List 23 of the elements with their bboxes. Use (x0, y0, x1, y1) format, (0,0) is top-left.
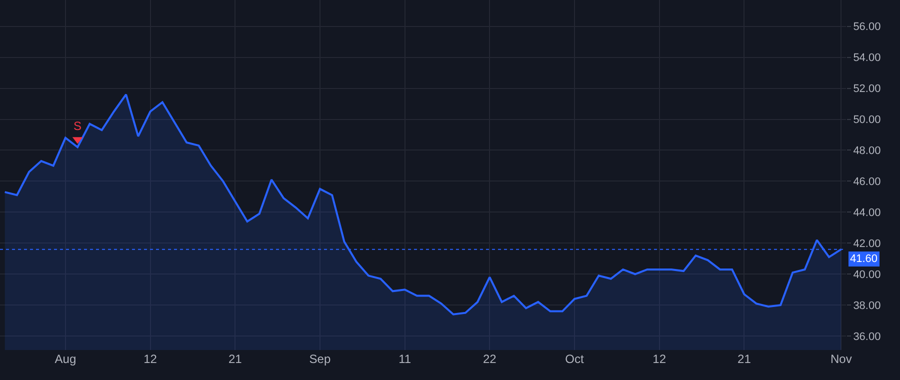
x-tick-label: 21 (228, 352, 242, 366)
x-tick-label: Aug (54, 352, 76, 366)
data-label: S (74, 118, 82, 133)
x-tick-label: 21 (738, 352, 752, 366)
x-tick-label: 12 (144, 352, 158, 366)
x-tick-label: Nov (830, 352, 852, 366)
x-tick-label: Sep (309, 352, 331, 366)
x-tick-label: Oct (565, 352, 584, 366)
y-tick-label: 50.00 (853, 114, 881, 126)
x-tick-label: 22 (482, 352, 497, 366)
x-tick-label: 11 (398, 352, 412, 366)
ref-line-label: 41.60 (850, 253, 878, 265)
y-tick-label: 38.00 (853, 300, 881, 312)
y-tick-label: 42.00 (853, 238, 881, 250)
x-tick-label: 12 (652, 352, 666, 366)
y-tick-label: 48.00 (853, 145, 881, 158)
y-tick-label: 46.00 (853, 176, 881, 188)
y-tick-label: 52.00 (853, 83, 881, 96)
y-tick-label: 54.00 (853, 52, 881, 64)
y-tick-label: 56.00 (853, 21, 881, 34)
y-tick-label: 40.00 (853, 268, 881, 281)
y-tick-label: 44.00 (853, 207, 881, 220)
y-tick-label: 36.00 (853, 330, 881, 343)
